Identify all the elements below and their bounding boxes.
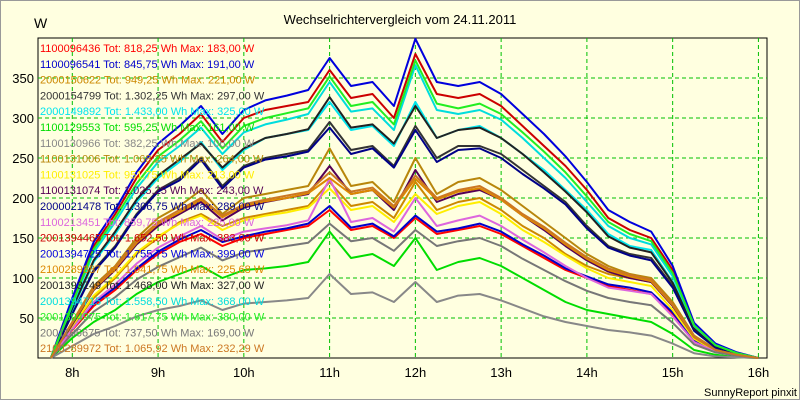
x-tick-label: 12h bbox=[405, 365, 427, 380]
x-tick-label: 11h bbox=[319, 365, 340, 380]
series-line-13 bbox=[49, 37, 759, 359]
y-axis-unit-label: W bbox=[34, 15, 48, 31]
x-tick-label: 13h bbox=[490, 365, 512, 380]
legend-entry: 2100289887 Tot: 1.041,75 Wh Max: 225,68 … bbox=[40, 264, 265, 276]
series-line-6 bbox=[50, 273, 759, 359]
legend-entry: 1100131025 Tot: 951,75 Wh Max: 213,00 W bbox=[40, 169, 255, 181]
legend-entry: 1100131074 Tot: 1.025,25 Wh Max: 243,00 … bbox=[40, 185, 264, 197]
axis-tick-labels: 50 100 150 200 250 300 350 8h 9h 10h 11h 12h 13h 14h 1… bbox=[12, 71, 769, 380]
series-line-1 bbox=[50, 205, 759, 359]
y-tick-label: 100 bbox=[12, 271, 34, 286]
x-tick-label: 16h bbox=[748, 365, 770, 380]
y-tick-label: 250 bbox=[12, 151, 34, 166]
legend-entry: 2001394725 Tot: 1.755,75 Wh Max: 399,00 … bbox=[40, 248, 265, 260]
series-layer bbox=[49, 37, 759, 359]
legend: 1100096436 Tot: 818,25 Wh Max: 183,00 W 1… bbox=[40, 43, 265, 355]
legend-entry: 2001393249 Tot: 1.468,00 Wh Max: 327,00 … bbox=[40, 280, 265, 292]
legend-entry: 1100129553 Tot: 595,25 Wh Max: 161,00 W bbox=[40, 122, 255, 134]
legend-entry: 1100213451 Tot: 859,75 Wh Max: 225,00 W bbox=[40, 217, 255, 229]
series-line-14 bbox=[50, 177, 759, 359]
series-line-15 bbox=[49, 96, 759, 359]
x-tick-label: 8h bbox=[65, 365, 79, 380]
legend-entry: 2000150622 Tot: 949,25 Wh Max: 221,00 W bbox=[40, 75, 256, 87]
series-line-12 bbox=[49, 53, 759, 359]
legend-entry: 1100131006 Tot: 1.068,25 Wh Max: 264,00 … bbox=[40, 154, 264, 166]
x-tick-label: 10h bbox=[233, 365, 255, 380]
series-line-3 bbox=[50, 121, 759, 359]
series-line-7 bbox=[50, 147, 759, 359]
legend-entry: 2001106675 Tot: 737,50 Wh Max: 169,00 W bbox=[40, 327, 255, 339]
legend-entry: 1100130966 Tot: 382,25 Wh Max: 106,00 W bbox=[40, 138, 255, 150]
y-tick-label: 300 bbox=[12, 111, 34, 126]
y-tick-label: 350 bbox=[12, 71, 34, 86]
y-tick-label: 200 bbox=[12, 191, 34, 206]
legend-entry: 2001394465 Tot: 1.652,50 Wh Max: 383,00 … bbox=[40, 233, 265, 245]
x-tick-label: 9h bbox=[151, 365, 165, 380]
legend-entry: 2100289972 Tot: 1.065,92 Wh Max: 232,29 … bbox=[40, 343, 265, 355]
series-line-18 bbox=[50, 222, 759, 359]
series-line-17 bbox=[49, 59, 759, 359]
legend-entry: 2001394715 Tot: 1.558,50 Wh Max: 368,00 … bbox=[40, 296, 265, 308]
y-tick-label: 150 bbox=[12, 231, 34, 246]
legend-entry: 2000149892 Tot: 1.433,00 Wh Max: 325,00 … bbox=[40, 106, 265, 118]
series-line-19 bbox=[50, 171, 759, 359]
series-line-5 bbox=[50, 230, 759, 359]
series-line-11 bbox=[50, 177, 759, 359]
legend-entry: 2001394975 Tot: 1.617,75 Wh Max: 380,00 … bbox=[40, 312, 265, 324]
chart-title: Wechselrichtervergleich vom 24.11.2011 bbox=[284, 12, 517, 27]
series-line-16 bbox=[49, 64, 759, 359]
y-tick-label: 50 bbox=[20, 311, 34, 326]
x-tick-label: 14h bbox=[576, 365, 598, 380]
series-line-10 bbox=[50, 126, 759, 359]
legend-entry: 1100096436 Tot: 818,25 Wh Max: 183,00 W bbox=[40, 43, 255, 55]
series-line-8 bbox=[50, 187, 759, 359]
credit-text: SunnyReport pinxit bbox=[704, 387, 797, 399]
legend-entry: 1100096541 Tot: 845,75 Wh Max: 191,00 W bbox=[40, 59, 255, 71]
legend-entry: 2000021478 Tot: 1.306,75 Wh Max: 289,00 … bbox=[40, 201, 265, 213]
legend-entry: 2000154799 Tot: 1.302,25 Wh Max: 297,00 … bbox=[40, 90, 265, 102]
x-tick-label: 15h bbox=[662, 365, 684, 380]
